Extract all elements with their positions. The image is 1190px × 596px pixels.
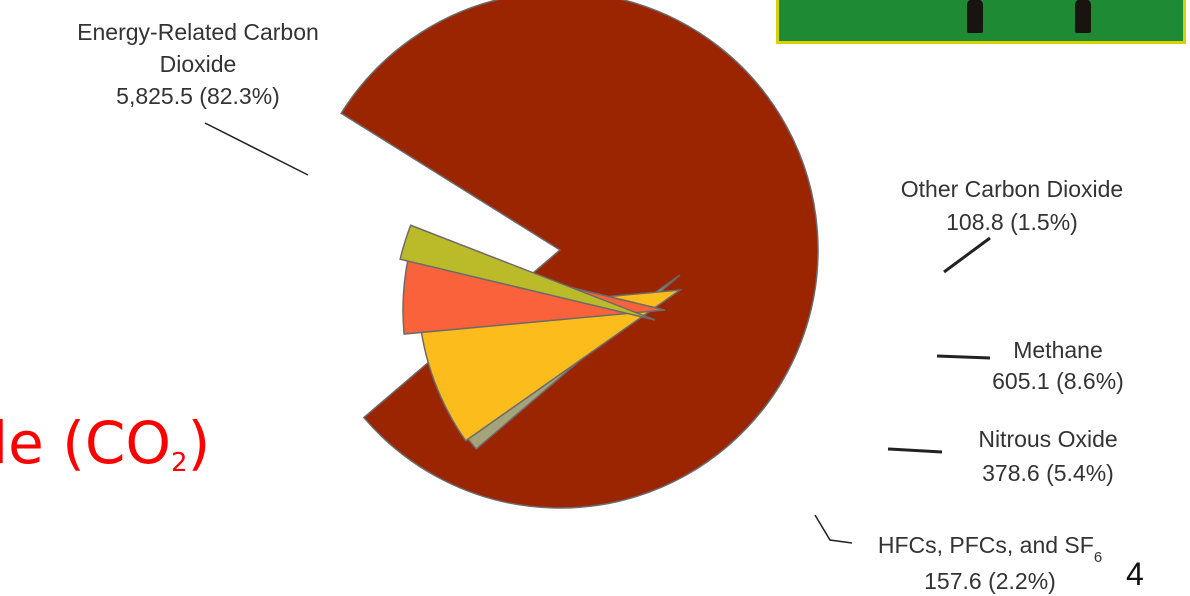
slice-label-line: HFCs, PFCs, and SF6 [878,532,1102,566]
slide-title-end: ) [187,409,211,477]
slice-label-methane: Methane 605.1 (8.6%) [992,337,1124,394]
photo-thumbnail [776,0,1186,44]
slice-label-line: 157.6 (2.2%) [924,568,1056,594]
pie-slices [340,0,819,509]
slice-label-hfcs-pfcs-sf6: HFCs, PFCs, and SF6 157.6 (2.2%) [878,532,1102,594]
pie-slice-hfcs-pfcs-sf6 [399,224,656,321]
slice-label-line: Other Carbon Dioxide [901,176,1123,202]
slice-label-line: Nitrous Oxide [978,426,1117,452]
photo-figure-left [967,0,983,33]
leader-line-hfcs-pfcs-sf6 [814,514,853,544]
leader-lines [204,122,991,544]
slice-label-energy-co2: Energy-Related Carbon Dioxide 5,825.5 (82.… [77,19,319,109]
slice-label-nitrous-oxide: Nitrous Oxide 378.6 (5.4%) [978,426,1117,486]
photo-figure-right [1075,0,1091,33]
slice-label-line: 605.1 (8.6%) [992,368,1124,394]
slide-title-main: le (CO [0,409,172,477]
leader-line-energy-co2 [204,122,309,176]
page-number: 4 [1126,556,1144,592]
slice-label-subscript: 6 [1094,549,1102,566]
leader-line-methane [936,354,991,360]
slice-labels: Energy-Related Carbon Dioxide 5,825.5 (82.… [77,19,1124,594]
slice-label-line: Energy-Related Carbon [77,19,319,45]
slice-label-line: 108.8 (1.5%) [946,209,1078,235]
slide-title-subscript: 2 [171,448,188,478]
leader-line-other-co2 [943,236,991,274]
slice-label-line: 378.6 (5.4%) [982,460,1114,486]
slice-label-line: 5,825.5 (82.3%) [116,83,280,109]
slice-label-line: Methane [1013,337,1103,363]
leader-line-nitrous-oxide [887,447,943,454]
slice-label-line: Dioxide [160,51,237,77]
slice-label-other-co2: Other Carbon Dioxide 108.8 (1.5%) [901,176,1123,235]
slide-title: le (CO2) [0,414,210,476]
